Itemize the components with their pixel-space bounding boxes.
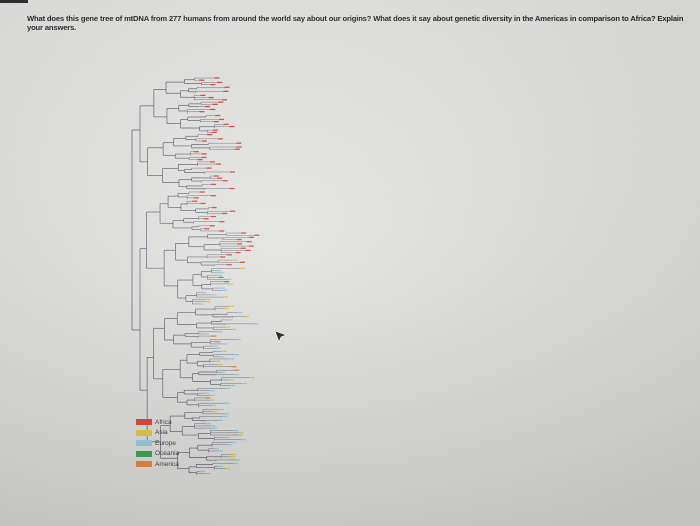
question-text: What does this gene tree of mtDNA from 2…: [27, 14, 684, 32]
legend-swatch-asia: [136, 429, 152, 436]
legend: Africa Asia Europe Oceania America: [136, 417, 216, 470]
legend-swatch-oceania: [136, 450, 152, 457]
mtdna-gene-tree: [131, 77, 260, 475]
legend-label-africa: Africa: [155, 418, 172, 426]
legend-item-america: America: [136, 459, 216, 470]
legend-label-europe: Europe: [155, 439, 176, 447]
legend-item-oceania: Oceania: [136, 449, 216, 460]
legend-swatch-africa: [136, 419, 152, 426]
legend-swatch-europe: [136, 440, 152, 447]
legend-label-oceania: Oceania: [155, 450, 180, 458]
legend-label-asia: Asia: [155, 429, 168, 437]
legend-swatch-america: [136, 461, 152, 468]
legend-item-asia: Asia: [136, 428, 216, 439]
legend-item-europe: Europe: [136, 438, 216, 449]
mouse-pointer-icon: [274, 330, 287, 343]
legend-item-africa: Africa: [136, 417, 216, 428]
top-edge-bar: [0, 0, 28, 3]
legend-label-america: America: [155, 460, 179, 468]
